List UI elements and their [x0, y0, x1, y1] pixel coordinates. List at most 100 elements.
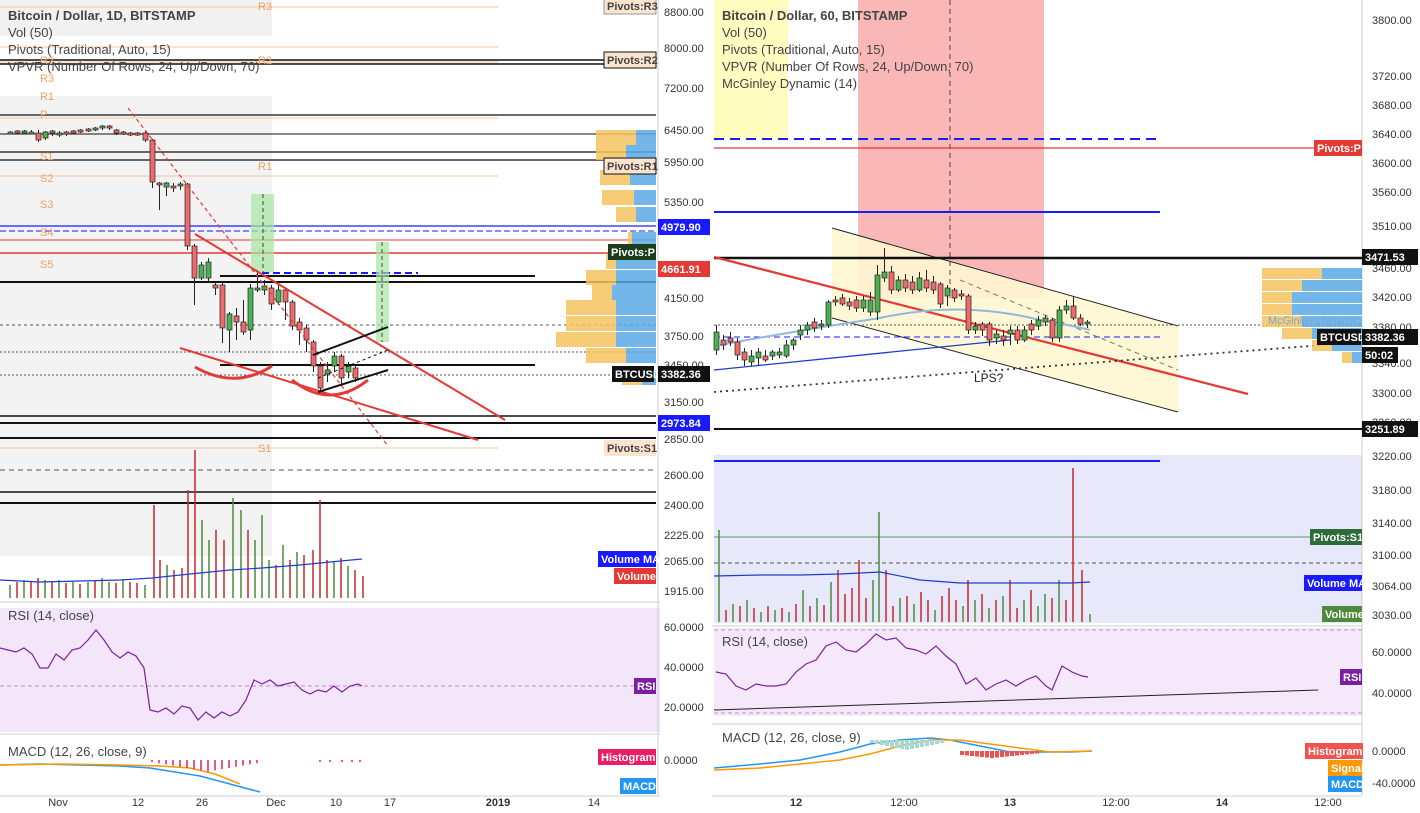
vpvr-down-bar — [616, 270, 656, 285]
right-rsi-title: RSI (14, close) — [722, 634, 808, 649]
candle-body — [909, 281, 916, 291]
candle-body — [268, 287, 275, 305]
right-pivot-s1: Pivots:S1 — [1313, 532, 1363, 544]
macd-line — [713, 737, 1093, 769]
left-time-tick: 12 — [132, 797, 144, 809]
left-legend-0: Bitcoin / Dollar, 1D, BITSTAMP — [8, 8, 196, 23]
volume-ma-line — [0, 558, 363, 583]
left-pivot-r1-bg — [603, 157, 657, 175]
left-price-2973: 2973.84 — [661, 418, 702, 430]
candle-body — [338, 355, 345, 379]
candle-body — [42, 131, 49, 139]
macd-histogram-bar — [900, 740, 904, 749]
candle-body — [14, 130, 21, 134]
shoulder-arc — [291, 378, 369, 397]
candle-body — [867, 299, 874, 313]
right-volume-ma: Volume MA — [1307, 578, 1366, 590]
red-trendline — [194, 233, 506, 421]
left-price-tick: 2400.00 — [664, 500, 704, 512]
vpvr-down-bar — [626, 348, 656, 363]
vpvr-down-bar — [1322, 268, 1362, 279]
macd-histogram-bar — [1000, 751, 1004, 757]
vpvr-up-bar — [566, 300, 616, 315]
left-time-tick: 17 — [384, 797, 396, 809]
right-histogram: Histogram — [1308, 746, 1363, 758]
candle-body — [888, 271, 895, 291]
right-time-tick: 13 — [1004, 797, 1016, 809]
right-price-tick: 3220.00 — [1372, 451, 1412, 463]
candle-body — [1021, 329, 1028, 341]
vpvr-down-bar — [1292, 292, 1362, 303]
candle-body — [769, 351, 776, 357]
candle-body — [762, 355, 769, 361]
rsi-pane-bg — [0, 608, 660, 732]
right-mcginley-label: McGinley Dynamic — [1268, 315, 1360, 327]
right-macd-bg — [1328, 776, 1362, 792]
rsi-line — [0, 629, 363, 721]
left-macd-tick: 0.0000 — [664, 755, 698, 767]
macd-histogram-bar — [1025, 751, 1029, 755]
candle-body — [972, 325, 979, 331]
pivot-label-S4: S4 — [40, 227, 53, 239]
right-btcusd: BTCUSD — [1320, 332, 1366, 344]
left-pivot-r3: Pivots:R3 — [607, 1, 658, 13]
mcginley-dynamic-line — [719, 308, 1091, 346]
left-macd: MACD — [623, 781, 656, 793]
vpvr-up-bar — [628, 232, 632, 247]
left-macd-title: MACD (12, 26, close, 9) — [8, 744, 147, 759]
left-pivot-s1: Pivots:S1 — [607, 443, 657, 455]
macd-histogram-bar — [895, 740, 899, 748]
vpvr-down-bar — [1352, 352, 1362, 363]
macd-histogram-bar — [870, 740, 874, 743]
vpvr-up-bar — [596, 145, 626, 160]
channel-top — [831, 227, 1179, 327]
right-price-tick: 3180.00 — [1372, 485, 1412, 497]
candle-body — [1063, 305, 1070, 311]
left-price-4979: 4979.90 — [661, 222, 701, 234]
left-price-tick: 5350.00 — [664, 197, 704, 209]
candle-body — [191, 245, 198, 279]
candle-body — [930, 281, 937, 291]
candle-body — [282, 289, 289, 303]
candle-body — [233, 315, 240, 323]
left-time-tick: 2019 — [486, 797, 510, 809]
right-macd-tick: -40.0000 — [1372, 778, 1415, 790]
right-rsi-tick: 60.0000 — [1372, 647, 1412, 659]
right-time-tick: 12:00 — [1314, 797, 1342, 809]
pivot-zone-r3 — [0, 0, 272, 36]
right-price-tick: 3640.00 — [1372, 129, 1412, 141]
candle-body — [212, 284, 219, 289]
candle-body — [860, 299, 867, 309]
left-price-4661: 4661.91 — [661, 264, 701, 276]
macd-histogram-bar — [995, 751, 999, 758]
vpvr-up-bar — [1262, 280, 1302, 291]
macd-histogram-bar — [910, 740, 914, 749]
candle-body — [56, 132, 63, 136]
right-price-3471: 3471.53 — [1365, 252, 1405, 264]
left-btcusd-bg — [612, 366, 654, 382]
candle-body — [127, 132, 134, 136]
candle-body — [734, 341, 741, 356]
candle-body — [324, 369, 331, 375]
candle-body — [986, 323, 993, 341]
candle-body — [776, 351, 783, 356]
candle-body — [811, 321, 818, 329]
candle-body — [1014, 329, 1021, 341]
candle-body — [713, 331, 720, 351]
candle-body — [979, 323, 986, 331]
candle-body — [944, 287, 951, 297]
right-price-tick: 3030.00 — [1372, 610, 1412, 622]
right-btcusd-price-bg — [1362, 329, 1418, 345]
macd-histogram-bar — [1015, 751, 1019, 756]
pivot-label-R1: R1 — [258, 161, 272, 173]
macd-histogram-bar — [980, 751, 984, 757]
candle-body — [7, 131, 14, 135]
left-price-tick: 1915.00 — [664, 586, 704, 598]
left-histogram: Histogram — [601, 752, 656, 764]
vpvr-down-bar — [1302, 280, 1362, 291]
right-rsi-bg — [1340, 669, 1362, 685]
blue-trendline — [713, 339, 1011, 371]
right-volume-ma-bg — [1304, 575, 1362, 591]
left-time-tick: 10 — [330, 797, 342, 809]
macd-histogram-bar — [1035, 751, 1039, 754]
